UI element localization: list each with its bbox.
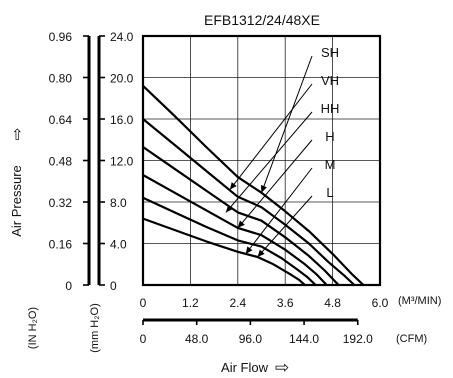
y-tick-label-mm: 4.0	[110, 238, 127, 252]
curve-vh	[141, 117, 356, 287]
x-axis-label: Air Flow	[221, 360, 269, 375]
leader-line	[225, 111, 313, 213]
chart-title: EFB1312/24/48XE	[204, 12, 320, 28]
curve-label-l: L	[326, 185, 333, 200]
x-tick-label-m3min: 0	[140, 296, 147, 310]
leader-arrowhead	[257, 249, 265, 257]
x-unit-top: (M³/MIN)	[398, 295, 441, 307]
curve-m	[141, 196, 317, 287]
x-unit-bottom: (CFM)	[396, 333, 427, 345]
leader-line	[261, 55, 313, 193]
tick-labels: 0 0 4.0 0.16 8.0 0.32 12.0 0.48 16.0 0.64 20.0 0.80…	[49, 30, 389, 346]
y-tick-label-mm: 16.0	[110, 113, 134, 127]
leader-arrowhead	[245, 246, 253, 254]
y-axis-arrow: ⇨	[9, 128, 26, 141]
leader-arrowhead	[237, 220, 245, 228]
curve-label-hh: HH	[321, 101, 340, 116]
x-tick-label-cfm: 48.0	[185, 332, 209, 346]
plot-frame	[141, 34, 382, 287]
x-tick-label-m3min: 4.8	[324, 296, 341, 310]
curve-hh	[141, 145, 340, 287]
y-tick-label-in: 0.80	[49, 72, 73, 86]
grid-lines	[143, 36, 380, 285]
leader-arrowhead	[225, 205, 233, 213]
x-tick-label-cfm: 192.0	[343, 332, 373, 346]
y-axis-label: Air Pressure	[9, 165, 24, 237]
y-unit-outer-group: (IN H₂O)	[27, 307, 39, 349]
label-leader-lines	[225, 55, 313, 258]
y-unit-inner-group: (mm H₂O)	[89, 303, 101, 352]
x-axis-arrow: ⇨	[275, 358, 289, 377]
y-tick-label-mm: 12.0	[110, 155, 134, 169]
x-tick-label-m3min: 1.2	[182, 296, 199, 310]
y-tick-label-in: 0.96	[49, 30, 73, 44]
curve-h	[141, 173, 328, 287]
y-tick-label-in: 0.48	[49, 155, 73, 169]
y-tick-label-in: 0.16	[49, 238, 73, 252]
y-tick-label-mm: 24.0	[110, 30, 134, 44]
y-tick-label-mm: 20.0	[110, 72, 134, 86]
leader-line	[229, 83, 313, 190]
y-tick-label-in: 0	[65, 279, 72, 293]
leader-arrowhead	[260, 185, 267, 193]
leader-arrowhead	[229, 182, 237, 190]
y-tick-label-in: 0.64	[49, 113, 73, 127]
y-tick-label-mm: 8.0	[110, 196, 127, 210]
curve-sh	[141, 84, 365, 287]
leader-line	[237, 139, 313, 229]
y-unit-outer: (IN H₂O)	[27, 307, 39, 349]
y-tick-label-mm: 0	[110, 279, 117, 293]
x-tick-label-m3min: 6.0	[372, 296, 389, 310]
curve-l	[141, 217, 306, 287]
curve-label-vh: VH	[321, 73, 339, 88]
curve-label-sh: SH	[321, 45, 339, 60]
performance-curves	[141, 84, 365, 287]
y-tick-label-in: 0.32	[49, 196, 73, 210]
x-tick-label-m3min: 3.6	[277, 296, 294, 310]
axes	[83, 35, 359, 325]
x-tick-label-cfm: 0	[140, 332, 147, 346]
y-unit-inner: (mm H₂O)	[89, 303, 101, 352]
x-tick-label-cfm: 144.0	[289, 332, 319, 346]
curve-label-h: H	[325, 129, 334, 144]
x-tick-label-m3min: 2.4	[229, 296, 246, 310]
curve-label-m: M	[325, 157, 336, 172]
leader-line	[257, 195, 313, 258]
y-axis-title-group: Air Pressure ⇨	[9, 128, 26, 237]
x-tick-label-cfm: 96.0	[239, 332, 263, 346]
leader-line	[245, 167, 313, 255]
